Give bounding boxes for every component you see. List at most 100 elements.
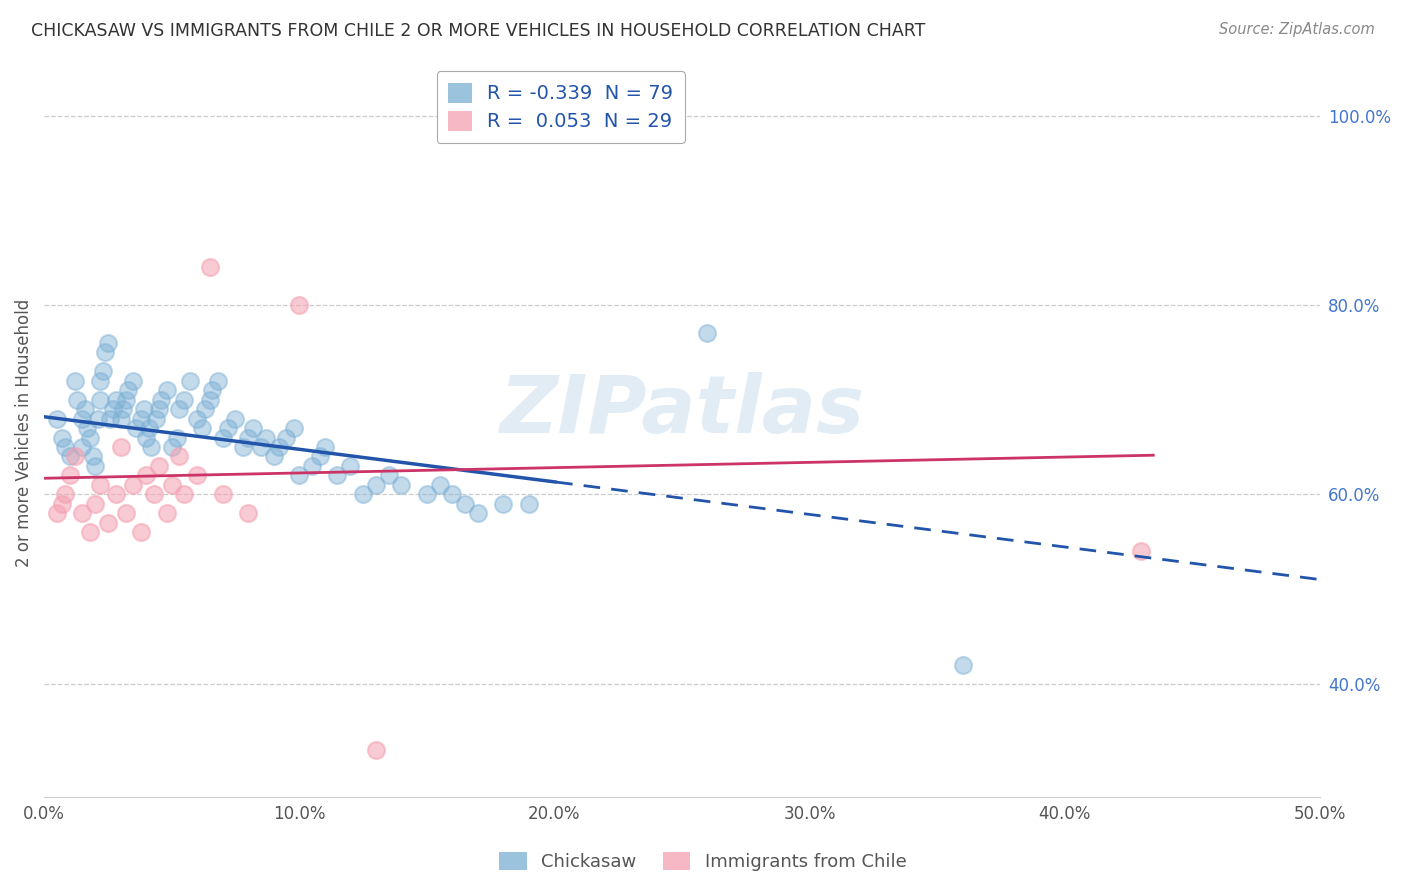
Point — [89, 374, 111, 388]
Point — [211, 487, 233, 501]
Point — [186, 468, 208, 483]
Point — [129, 411, 152, 425]
Point — [138, 421, 160, 435]
Point — [155, 506, 177, 520]
Point — [148, 402, 170, 417]
Point — [53, 487, 76, 501]
Text: CHICKASAW VS IMMIGRANTS FROM CHILE 2 OR MORE VEHICLES IN HOUSEHOLD CORRELATION C: CHICKASAW VS IMMIGRANTS FROM CHILE 2 OR … — [31, 22, 925, 40]
Point — [194, 402, 217, 417]
Point — [169, 402, 191, 417]
Point — [416, 487, 439, 501]
Point — [97, 516, 120, 530]
Point — [72, 411, 94, 425]
Point — [314, 440, 336, 454]
Point — [112, 402, 135, 417]
Point — [150, 392, 173, 407]
Legend: R = -0.339  N = 79, R =  0.053  N = 29: R = -0.339 N = 79, R = 0.053 N = 29 — [437, 71, 685, 143]
Y-axis label: 2 or more Vehicles in Household: 2 or more Vehicles in Household — [15, 299, 32, 567]
Point — [173, 392, 195, 407]
Point — [276, 431, 298, 445]
Point — [186, 411, 208, 425]
Point — [101, 402, 124, 417]
Point — [59, 468, 82, 483]
Point — [160, 440, 183, 454]
Point — [114, 392, 136, 407]
Point — [91, 364, 114, 378]
Point — [389, 478, 412, 492]
Point — [72, 506, 94, 520]
Point — [86, 411, 108, 425]
Point — [952, 657, 974, 672]
Point — [132, 402, 155, 417]
Point — [89, 392, 111, 407]
Point — [129, 525, 152, 540]
Point — [467, 506, 489, 520]
Point — [110, 411, 132, 425]
Point — [142, 487, 165, 501]
Point — [114, 506, 136, 520]
Point — [122, 374, 145, 388]
Point — [224, 411, 246, 425]
Point — [326, 468, 349, 483]
Point — [89, 478, 111, 492]
Point — [696, 326, 718, 341]
Point — [63, 450, 86, 464]
Point — [45, 506, 67, 520]
Point — [51, 497, 73, 511]
Point — [201, 384, 224, 398]
Point — [145, 411, 167, 425]
Point — [117, 384, 139, 398]
Legend: Chickasaw, Immigrants from Chile: Chickasaw, Immigrants from Chile — [492, 845, 914, 879]
Point — [97, 335, 120, 350]
Point — [160, 478, 183, 492]
Point — [141, 440, 163, 454]
Point — [148, 458, 170, 473]
Point — [1130, 544, 1153, 558]
Point — [238, 431, 260, 445]
Point — [84, 458, 107, 473]
Point — [207, 374, 229, 388]
Point — [73, 402, 96, 417]
Point — [288, 298, 311, 312]
Point — [364, 478, 387, 492]
Point — [122, 478, 145, 492]
Point — [238, 506, 260, 520]
Point — [135, 431, 157, 445]
Point — [166, 431, 188, 445]
Point — [82, 450, 104, 464]
Point — [63, 374, 86, 388]
Point — [169, 450, 191, 464]
Point — [72, 440, 94, 454]
Point — [288, 468, 311, 483]
Point — [94, 345, 117, 359]
Text: ZIPatlas: ZIPatlas — [499, 372, 865, 450]
Point — [104, 487, 127, 501]
Point — [517, 497, 540, 511]
Point — [429, 478, 451, 492]
Point — [155, 384, 177, 398]
Point — [45, 411, 67, 425]
Point — [364, 743, 387, 757]
Point — [232, 440, 254, 454]
Point — [267, 440, 290, 454]
Point — [104, 392, 127, 407]
Point — [441, 487, 464, 501]
Point — [254, 431, 277, 445]
Point — [211, 431, 233, 445]
Point — [339, 458, 361, 473]
Point — [84, 497, 107, 511]
Point — [66, 392, 89, 407]
Point — [198, 392, 221, 407]
Point — [301, 458, 323, 473]
Point — [492, 497, 515, 511]
Point — [76, 421, 98, 435]
Point — [51, 431, 73, 445]
Point — [263, 450, 285, 464]
Point — [308, 450, 330, 464]
Point — [198, 260, 221, 275]
Point — [242, 421, 264, 435]
Point — [100, 411, 122, 425]
Point — [173, 487, 195, 501]
Point — [217, 421, 239, 435]
Point — [283, 421, 305, 435]
